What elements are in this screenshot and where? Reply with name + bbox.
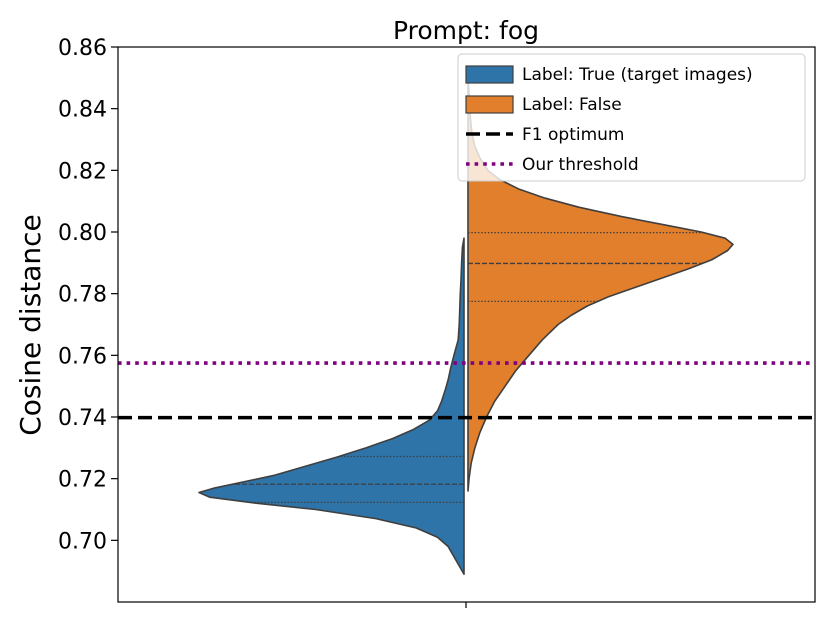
y-tick-label: 0.72 [58, 468, 107, 493]
y-tick-label: 0.82 [58, 159, 107, 184]
plot-area [117, 46, 816, 608]
y-tick-label: 0.70 [58, 529, 107, 554]
chart-title: Prompt: fog [393, 16, 539, 45]
legend-swatch [465, 65, 514, 84]
y-tick-label: 0.80 [58, 221, 107, 246]
legend-label: Our threshold [522, 155, 639, 175]
legend-label: F1 optimum [522, 125, 624, 145]
violin-left [198, 237, 465, 576]
legend: Label: True (target images) Label: False F… [457, 53, 806, 182]
y-axis: 0.70 0.72 0.74 0.76 0.78 0.80 0.82 0.84 0.86 [58, 36, 118, 554]
y-axis-label: Cosine distance [14, 214, 47, 436]
legend-label: Label: True (target images) [522, 65, 753, 85]
legend-swatch [465, 95, 514, 114]
y-tick-label: 0.76 [58, 344, 107, 369]
y-tick-label: 0.78 [58, 283, 107, 308]
legend-box [457, 53, 806, 182]
y-tick-label: 0.84 [58, 98, 107, 123]
y-tick-label: 0.86 [58, 36, 107, 61]
legend-label: Label: False [522, 95, 622, 115]
y-tick-label: 0.74 [58, 406, 107, 431]
